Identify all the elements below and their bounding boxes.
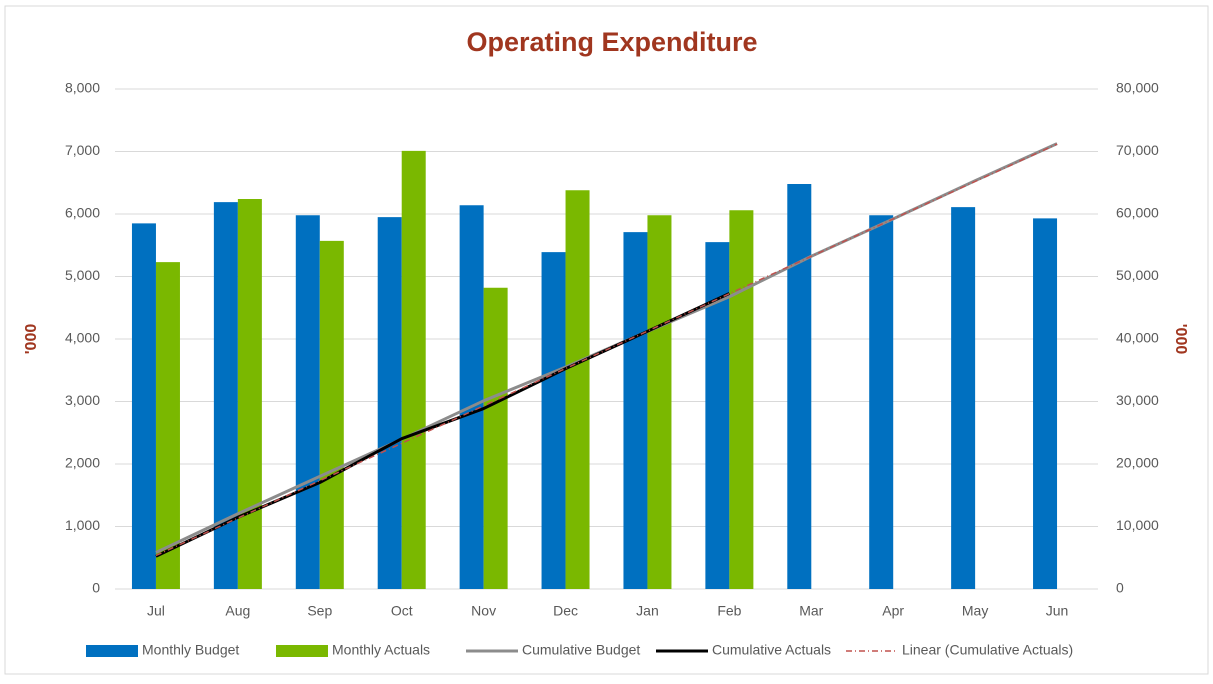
y-tick-label: 3,000 [65, 392, 100, 408]
y2-tick-label: 30,000 [1116, 392, 1159, 408]
x-tick-label: Feb [717, 603, 741, 619]
bar [401, 150, 426, 589]
y2-tick-label: 80,000 [1116, 80, 1159, 96]
chart-title: Operating Expenditure [466, 27, 757, 57]
y-tick-label: 5,000 [65, 267, 100, 283]
bar [213, 202, 238, 589]
y2-tick-label: 60,000 [1116, 205, 1159, 221]
y-tick-label: 2,000 [65, 455, 100, 471]
bar [647, 215, 672, 589]
y2-tick-label: 70,000 [1116, 142, 1159, 158]
legend-label: Monthly Budget [142, 642, 239, 658]
legend-label: Cumulative Budget [522, 642, 640, 658]
x-tick-label: Dec [553, 603, 578, 619]
bar [623, 232, 648, 589]
bar [565, 190, 590, 589]
legend-swatch [276, 645, 328, 657]
bar [131, 223, 156, 589]
y-tick-label: 0 [92, 580, 100, 596]
bar [459, 205, 484, 589]
bar [729, 210, 754, 589]
y-tick-label: 8,000 [65, 80, 100, 96]
y2-tick-label: 20,000 [1116, 455, 1159, 471]
bar [237, 199, 262, 589]
bar [869, 215, 894, 589]
y2-tick-label: 40,000 [1116, 330, 1159, 346]
legend-label: Cumulative Actuals [712, 642, 831, 658]
y-tick-label: 1,000 [65, 517, 100, 533]
x-tick-label: Jan [636, 603, 659, 619]
bar [787, 184, 812, 589]
y-tick-label: 7,000 [65, 142, 100, 158]
x-tick-label: Oct [391, 603, 413, 619]
legend-label: Linear (Cumulative Actuals) [902, 642, 1073, 658]
y2-axis-title: '000 [1172, 324, 1189, 355]
x-tick-label: Jun [1046, 603, 1069, 619]
x-tick-label: Sep [307, 603, 332, 619]
x-tick-label: Apr [882, 603, 904, 619]
bar [1033, 218, 1058, 589]
bar [541, 252, 566, 589]
legend-swatch [86, 645, 138, 657]
y-axis-title: '000 [23, 324, 40, 355]
y-tick-label: 4,000 [65, 330, 100, 346]
chart-border [4, 5, 1209, 675]
y-tick-label: 6,000 [65, 205, 100, 221]
bar [155, 262, 180, 589]
bar [319, 240, 344, 589]
legend-label: Monthly Actuals [332, 642, 430, 658]
x-tick-label: Mar [799, 603, 823, 619]
bar [377, 217, 402, 589]
x-tick-label: May [962, 603, 988, 619]
y2-tick-label: 50,000 [1116, 267, 1159, 283]
trend-line [155, 143, 1058, 557]
bar [951, 207, 976, 589]
y2-tick-label: 0 [1116, 580, 1124, 596]
x-tick-label: Nov [471, 603, 496, 619]
x-tick-label: Jul [147, 603, 165, 619]
x-tick-label: Aug [225, 603, 250, 619]
bar [295, 215, 320, 589]
bar [483, 287, 508, 589]
y2-tick-label: 10,000 [1116, 517, 1159, 533]
